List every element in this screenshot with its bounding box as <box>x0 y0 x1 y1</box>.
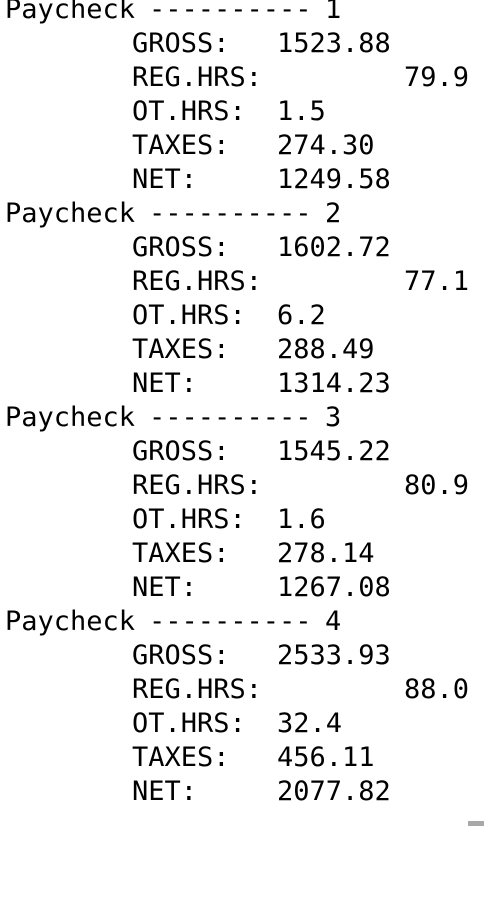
ot-hrs-row: OT.HRS: 32.4 <box>0 707 502 741</box>
paycheck-header-label: Paycheck <box>5 0 136 25</box>
gross-value: 1523.88 <box>277 28 391 59</box>
taxes-label: TAXES: <box>132 130 230 161</box>
paycheck-header-separator: ---------- <box>149 606 312 637</box>
ot-hrs-row: OT.HRS: 6.2 <box>0 299 502 333</box>
gross-row: GROSS: 2533.93 <box>0 639 502 673</box>
reg-hrs-row: REG.HRS: 88.0 <box>0 673 502 707</box>
reg-hrs-label: REG.HRS: <box>132 470 263 501</box>
net-label: NET: <box>132 572 198 603</box>
reg-hrs-value: 80.9 <box>404 470 470 501</box>
reg-hrs-value: 79.9 <box>404 62 470 93</box>
reg-hrs-value: 88.0 <box>404 674 470 705</box>
taxes-row: TAXES: 278.14 <box>0 537 502 571</box>
gross-label: GROSS: <box>132 640 230 671</box>
taxes-value: 274.30 <box>277 130 375 161</box>
net-value: 1249.58 <box>277 164 391 195</box>
terminal-output: Paycheck ---------- 1 GROSS: 1523.88 REG… <box>0 0 502 809</box>
reg-hrs-label: REG.HRS: <box>132 674 263 705</box>
net-label: NET: <box>132 368 198 399</box>
gross-row: GROSS: 1602.72 <box>0 231 502 265</box>
net-row: NET: 1249.58 <box>0 163 502 197</box>
paycheck-header: Paycheck ---------- 1 <box>0 0 502 27</box>
net-value: 1267.08 <box>277 572 391 603</box>
net-label: NET: <box>132 776 198 807</box>
paycheck-header: Paycheck ---------- 2 <box>0 197 502 231</box>
ot-hrs-label: OT.HRS: <box>132 96 246 127</box>
net-value: 2077.82 <box>277 776 391 807</box>
net-value: 1314.23 <box>277 368 391 399</box>
paycheck-number: 2 <box>325 198 342 229</box>
paycheck-number: 4 <box>325 606 342 637</box>
scrollbar-thumb[interactable] <box>468 821 484 826</box>
net-row: NET: 1267.08 <box>0 571 502 605</box>
gross-label: GROSS: <box>132 232 230 263</box>
reg-hrs-label: REG.HRS: <box>132 266 263 297</box>
taxes-row: TAXES: 274.30 <box>0 129 502 163</box>
paycheck-header-label: Paycheck <box>5 402 136 433</box>
ot-hrs-label: OT.HRS: <box>132 708 246 739</box>
ot-hrs-row: OT.HRS: 1.6 <box>0 503 502 537</box>
paycheck-block: Paycheck ---------- 3 GROSS: 1545.22 REG… <box>0 401 502 605</box>
reg-hrs-row: REG.HRS: 79.9 <box>0 61 502 95</box>
paycheck-header-label: Paycheck <box>5 606 136 637</box>
ot-hrs-value: 1.6 <box>277 504 326 535</box>
gross-value: 2533.93 <box>277 640 391 671</box>
ot-hrs-value: 1.5 <box>277 96 326 127</box>
taxes-row: TAXES: 456.11 <box>0 741 502 775</box>
ot-hrs-row: OT.HRS: 1.5 <box>0 95 502 129</box>
ot-hrs-value: 32.4 <box>277 708 343 739</box>
paycheck-header-separator: ---------- <box>149 402 312 433</box>
gross-value: 1602.72 <box>277 232 391 263</box>
paycheck-header-separator: ---------- <box>149 198 312 229</box>
reg-hrs-row: REG.HRS: 77.1 <box>0 265 502 299</box>
paycheck-header-label: Paycheck <box>5 198 136 229</box>
paycheck-header-separator: ---------- <box>149 0 312 25</box>
net-row: NET: 2077.82 <box>0 775 502 809</box>
paycheck-header: Paycheck ---------- 4 <box>0 605 502 639</box>
paycheck-block: Paycheck ---------- 2 GROSS: 1602.72 REG… <box>0 197 502 401</box>
net-row: NET: 1314.23 <box>0 367 502 401</box>
ot-hrs-value: 6.2 <box>277 300 326 331</box>
paycheck-block: Paycheck ---------- 4 GROSS: 2533.93 REG… <box>0 605 502 809</box>
paycheck-number: 1 <box>325 0 342 25</box>
taxes-value: 456.11 <box>277 742 375 773</box>
taxes-row: TAXES: 288.49 <box>0 333 502 367</box>
taxes-value: 278.14 <box>277 538 375 569</box>
reg-hrs-label: REG.HRS: <box>132 62 263 93</box>
gross-label: GROSS: <box>132 436 230 467</box>
paycheck-block: Paycheck ---------- 1 GROSS: 1523.88 REG… <box>0 0 502 197</box>
taxes-label: TAXES: <box>132 538 230 569</box>
ot-hrs-label: OT.HRS: <box>132 504 246 535</box>
gross-row: GROSS: 1545.22 <box>0 435 502 469</box>
net-label: NET: <box>132 164 198 195</box>
taxes-value: 288.49 <box>277 334 375 365</box>
gross-label: GROSS: <box>132 28 230 59</box>
paycheck-number: 3 <box>325 402 342 433</box>
gross-row: GROSS: 1523.88 <box>0 27 502 61</box>
paycheck-header: Paycheck ---------- 3 <box>0 401 502 435</box>
taxes-label: TAXES: <box>132 334 230 365</box>
taxes-label: TAXES: <box>132 742 230 773</box>
reg-hrs-value: 77.1 <box>404 266 470 297</box>
ot-hrs-label: OT.HRS: <box>132 300 246 331</box>
gross-value: 1545.22 <box>277 436 391 467</box>
reg-hrs-row: REG.HRS: 80.9 <box>0 469 502 503</box>
